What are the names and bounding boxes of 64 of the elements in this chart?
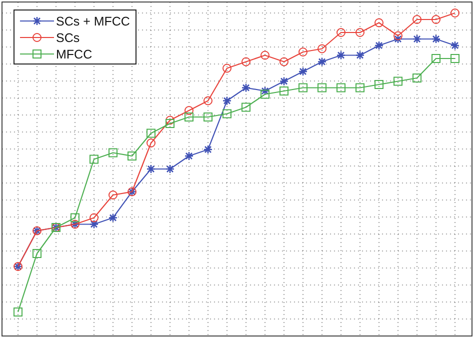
legend-label: SCs	[56, 31, 80, 45]
point	[318, 44, 326, 54]
point	[279, 76, 289, 86]
point	[280, 57, 288, 66]
point	[108, 213, 118, 222]
point	[128, 152, 136, 160]
point	[394, 76, 402, 86]
point	[374, 40, 384, 50]
point	[412, 15, 422, 24]
point	[89, 220, 99, 229]
point	[298, 48, 308, 56]
point	[450, 54, 460, 63]
point	[260, 50, 270, 60]
point	[336, 50, 346, 60]
point	[184, 112, 194, 122]
point	[317, 57, 327, 66]
point	[356, 83, 364, 92]
point	[394, 31, 402, 40]
point	[165, 164, 175, 174]
point	[336, 83, 346, 92]
point	[298, 66, 308, 76]
point	[412, 34, 422, 44]
point	[432, 54, 440, 63]
point	[260, 90, 270, 99]
point	[374, 18, 384, 28]
point	[146, 138, 156, 148]
point	[90, 154, 98, 164]
point	[90, 213, 98, 222]
point	[146, 164, 156, 174]
point	[222, 96, 232, 106]
point	[355, 50, 365, 60]
point	[70, 213, 80, 222]
point	[374, 80, 384, 89]
point	[108, 148, 118, 158]
point	[184, 151, 194, 161]
point	[32, 249, 42, 258]
point	[260, 86, 270, 96]
legend-label: MFCC	[56, 48, 92, 62]
point	[431, 34, 441, 44]
point	[222, 64, 232, 73]
point	[393, 34, 403, 44]
legend-label: SCs + MFCC	[56, 14, 130, 28]
point	[241, 83, 251, 92]
point	[14, 308, 22, 316]
point	[203, 144, 213, 154]
point	[298, 83, 308, 92]
point	[166, 116, 174, 125]
point	[450, 40, 460, 50]
point	[356, 28, 364, 37]
point	[242, 57, 250, 66]
point	[204, 96, 212, 106]
point	[318, 83, 326, 92]
point	[432, 15, 440, 24]
point	[450, 8, 460, 18]
point	[222, 109, 232, 118]
point	[412, 74, 422, 82]
point	[166, 119, 174, 128]
point	[280, 86, 288, 96]
point	[146, 128, 156, 138]
point	[242, 102, 250, 112]
point	[204, 112, 212, 122]
point	[108, 190, 118, 200]
point	[336, 28, 346, 37]
point	[184, 106, 194, 115]
